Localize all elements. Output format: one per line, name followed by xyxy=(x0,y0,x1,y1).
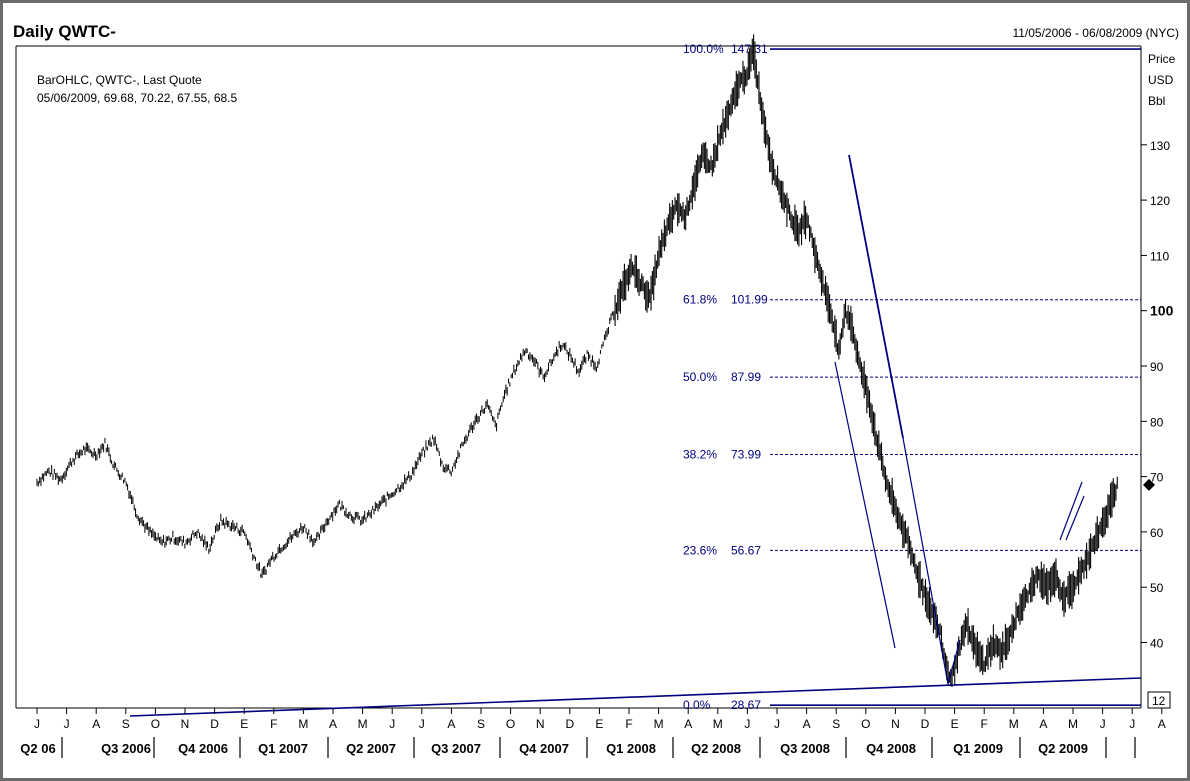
y-tick-label: 70 xyxy=(1150,471,1164,485)
month-label: F xyxy=(981,717,988,731)
fib-level-value: 87.99 xyxy=(731,370,761,384)
legend-last-quote: 05/06/2009, 69.68, 70.22, 67.55, 68.5 xyxy=(37,91,238,105)
price-axis-label: USD xyxy=(1148,73,1174,87)
quarter-label: Q1 2009 xyxy=(953,741,1003,756)
month-label: A xyxy=(447,717,455,731)
month-label: M xyxy=(654,717,664,731)
month-label: S xyxy=(832,717,840,731)
month-label: A xyxy=(803,717,811,731)
month-label: M xyxy=(1009,717,1019,731)
rebound-line xyxy=(947,639,961,685)
month-label: S xyxy=(122,717,130,731)
month-label: F xyxy=(270,717,277,731)
y-tick-label: 40 xyxy=(1150,637,1164,651)
fib-level-percent: 50.0% xyxy=(683,370,717,384)
month-label: J xyxy=(389,717,395,731)
month-label: A xyxy=(329,717,337,731)
y-tick-label: 60 xyxy=(1150,526,1164,540)
month-label: M xyxy=(1068,717,1078,731)
price-axis-label: Price xyxy=(1148,52,1176,66)
legend-series-info: BarOHLC, QWTC-, Last Quote xyxy=(37,73,202,87)
recent-channel-upper xyxy=(1059,481,1083,541)
support-trendline xyxy=(129,677,1142,717)
y-tick-label: 50 xyxy=(1150,581,1164,595)
fib-level-percent: 23.6% xyxy=(683,543,717,557)
quarter-label: Q4 2006 xyxy=(178,741,228,756)
quarter-label: Q2 2007 xyxy=(346,741,396,756)
month-label: O xyxy=(506,717,515,731)
y-tick-label: 100 xyxy=(1150,303,1174,319)
y-tick-label: 130 xyxy=(1150,139,1170,153)
fib-level-percent: 61.8% xyxy=(683,293,717,307)
channel-upper-line-ext xyxy=(902,437,949,685)
month-label: F xyxy=(625,717,632,731)
month-label: D xyxy=(565,717,574,731)
month-label: A xyxy=(1039,717,1047,731)
y-tick-label: 90 xyxy=(1150,360,1164,374)
last-price-marker xyxy=(1143,478,1155,491)
month-label: A xyxy=(684,717,692,731)
month-label: D xyxy=(921,717,930,731)
recent-channel-lower xyxy=(1065,495,1085,541)
fib-level-value: 56.67 xyxy=(731,543,761,557)
channel-upper-line xyxy=(848,154,904,439)
quarter-label: Q1 2008 xyxy=(606,741,656,756)
quarter-label: Q4 2007 xyxy=(519,741,569,756)
month-label: D xyxy=(210,717,219,731)
fib-level-percent: 0.0% xyxy=(683,698,711,712)
fib-level-value: 73.99 xyxy=(731,448,761,462)
quarter-label: Q3 2008 xyxy=(780,741,830,756)
y-tick-label: 120 xyxy=(1150,194,1170,208)
date-range: 11/05/2006 - 06/08/2009 (NYC) xyxy=(1012,26,1179,40)
quarter-label: Q2 06 xyxy=(20,741,55,756)
month-label: N xyxy=(181,717,190,731)
month-label: J xyxy=(64,717,70,731)
last-price-label: 12 xyxy=(1152,694,1166,708)
month-label: J xyxy=(1129,717,1135,731)
quarter-label: Q3 2007 xyxy=(431,741,481,756)
month-label: A xyxy=(92,717,100,731)
last-price-box xyxy=(1147,691,1171,709)
quarter-label: Q4 2008 xyxy=(866,741,916,756)
quarter-label: Q2 2008 xyxy=(691,741,741,756)
y-tick-label: 110 xyxy=(1150,249,1169,263)
channel-lower-line xyxy=(834,361,896,649)
month-label: M xyxy=(298,717,308,731)
month-label: A xyxy=(1158,717,1166,731)
month-label: E xyxy=(595,717,603,731)
month-label: O xyxy=(861,717,870,731)
month-label: M xyxy=(713,717,723,731)
chart-title: Daily QWTC- xyxy=(13,22,116,41)
fib-level-percent: 38.2% xyxy=(683,448,717,462)
quarter-label: Q2 2009 xyxy=(1038,741,1088,756)
month-label: J xyxy=(744,717,750,731)
y-tick-label: 80 xyxy=(1150,415,1164,429)
month-label: J xyxy=(1100,717,1106,731)
month-label: J xyxy=(34,717,40,731)
month-label: O xyxy=(151,717,160,731)
fib-level-value: 101.99 xyxy=(731,293,768,307)
month-label: S xyxy=(477,717,485,731)
price-axis-label: Bbl xyxy=(1148,94,1165,108)
month-label: E xyxy=(240,717,248,731)
month-label: J xyxy=(774,717,780,731)
fib-level-percent: 100.0% xyxy=(683,42,724,56)
quarter-label: Q3 2006 xyxy=(101,741,151,756)
month-label: N xyxy=(891,717,900,731)
quarter-label: Q1 2007 xyxy=(258,741,308,756)
fib-level-value: 28.67 xyxy=(731,698,761,712)
month-label: J xyxy=(419,717,425,731)
month-label: M xyxy=(358,717,368,731)
month-label: E xyxy=(951,717,959,731)
month-label: N xyxy=(536,717,545,731)
